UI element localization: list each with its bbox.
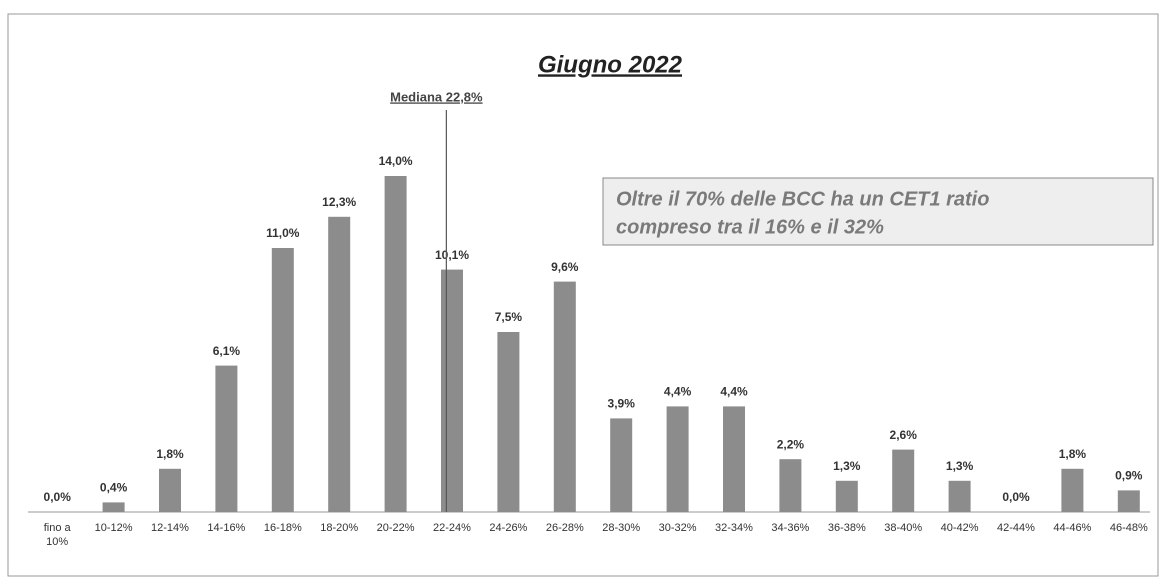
value-label: 2,2% bbox=[777, 437, 805, 451]
value-label: 6,1% bbox=[213, 344, 241, 358]
value-label: 11,0% bbox=[266, 226, 300, 240]
bar bbox=[497, 332, 520, 512]
bar bbox=[215, 365, 238, 512]
bar bbox=[779, 459, 802, 512]
bar bbox=[1117, 490, 1140, 512]
value-label: 2,6% bbox=[890, 428, 918, 442]
value-label: 0,0% bbox=[44, 490, 72, 504]
x-tick-label: 36-38% bbox=[827, 522, 866, 534]
bar bbox=[441, 269, 463, 512]
bar bbox=[835, 480, 858, 512]
value-label: 0,4% bbox=[100, 481, 128, 495]
x-tick-label: 34-36% bbox=[771, 522, 810, 534]
x-tick-label: 12-14% bbox=[151, 522, 189, 534]
x-tick-label: 46-48% bbox=[1109, 522, 1148, 534]
x-tick-label: 14-16% bbox=[207, 522, 246, 534]
x-tick-label: 42-44% bbox=[997, 522, 1035, 534]
value-label: 0,0% bbox=[1002, 490, 1030, 504]
note-line: Oltre il 70% delle BCC ha un CET1 ratio bbox=[616, 188, 989, 210]
bar bbox=[666, 406, 689, 512]
bar bbox=[328, 216, 351, 513]
note-box bbox=[602, 177, 1154, 246]
value-label: 1,8% bbox=[1059, 447, 1087, 461]
bar bbox=[892, 449, 915, 512]
value-label: 9,6% bbox=[551, 260, 579, 274]
value-label: 4,4% bbox=[720, 385, 748, 399]
x-tick-label: 44-46% bbox=[1053, 522, 1092, 534]
x-tick-label: 30-32% bbox=[658, 522, 697, 534]
value-label: 1,3% bbox=[946, 459, 974, 473]
x-tick-label: 28-30% bbox=[602, 522, 641, 534]
value-label: 0,9% bbox=[1115, 469, 1143, 483]
bar bbox=[159, 468, 181, 512]
value-label: 10,1% bbox=[435, 248, 469, 262]
value-label: 12,3% bbox=[322, 195, 356, 209]
x-tick-label: 18-20% bbox=[320, 522, 359, 534]
x-tick-label: 20-22% bbox=[376, 522, 415, 534]
bar bbox=[948, 480, 971, 512]
x-tick-label: fino a 10% bbox=[43, 522, 71, 548]
bar bbox=[1061, 468, 1084, 512]
x-tick-label: 26-28% bbox=[545, 522, 584, 534]
bar bbox=[723, 406, 745, 512]
value-label: 4,4% bbox=[664, 385, 692, 399]
x-tick-label: 10-12% bbox=[94, 522, 133, 534]
value-label: 7,5% bbox=[495, 310, 523, 324]
bar bbox=[271, 248, 294, 512]
value-label: 3,9% bbox=[608, 397, 636, 411]
note-line: compreso tra il 16% e il 32% bbox=[616, 216, 884, 238]
x-tick-label: 40-42% bbox=[940, 522, 979, 534]
value-label: 14,0% bbox=[379, 154, 413, 168]
bar bbox=[384, 176, 407, 512]
median-label: Mediana 22,8% bbox=[390, 89, 483, 104]
bar bbox=[102, 502, 125, 512]
x-tick-label: 32-34% bbox=[715, 522, 753, 534]
value-label: 1,3% bbox=[833, 459, 861, 473]
x-tick-label: 16-18% bbox=[263, 522, 302, 534]
x-tick-label: 22-24% bbox=[433, 522, 471, 534]
bar bbox=[553, 281, 576, 512]
x-tick-label: 38-40% bbox=[884, 522, 923, 534]
chart-title: Giugno 2022 bbox=[538, 51, 683, 78]
bar bbox=[610, 418, 633, 512]
frame bbox=[7, 13, 1159, 577]
value-label: 1,8% bbox=[156, 447, 184, 461]
x-tick-label: 24-26% bbox=[489, 522, 528, 534]
